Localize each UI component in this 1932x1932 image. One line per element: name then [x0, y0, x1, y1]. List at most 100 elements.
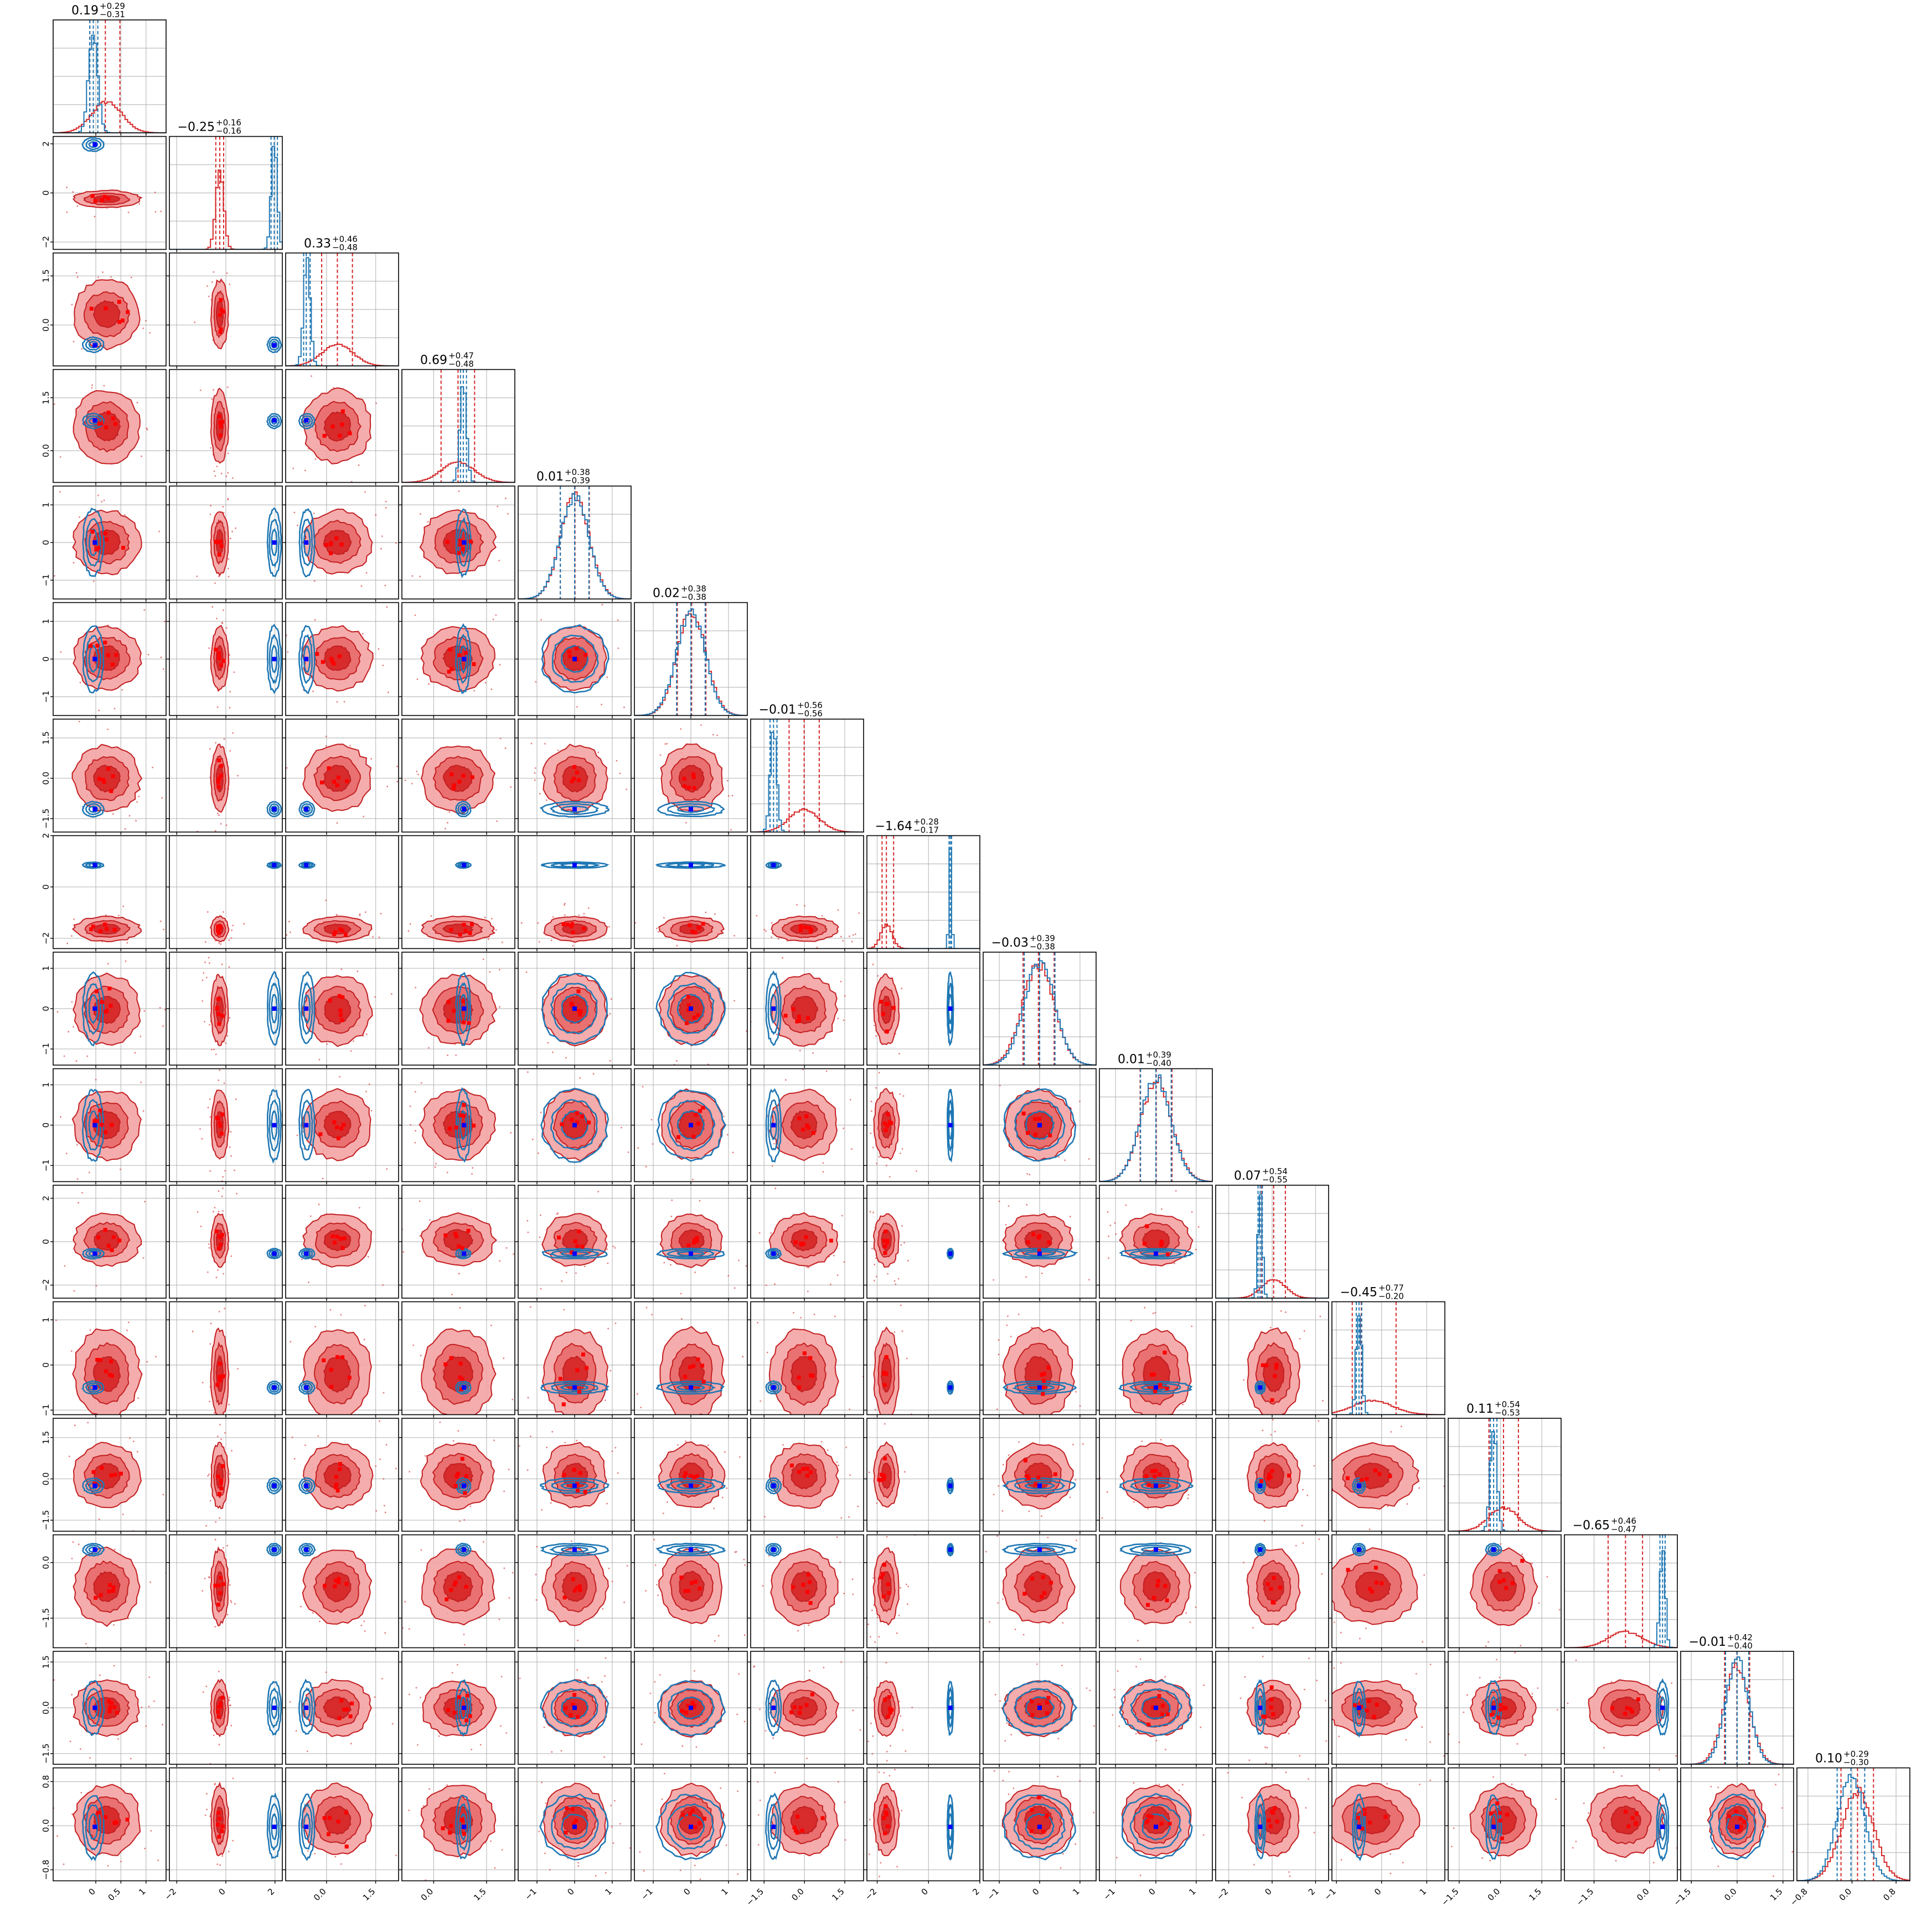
red-marker — [457, 653, 462, 657]
red-sample-point — [870, 1101, 872, 1103]
panel-content — [286, 835, 399, 949]
panel-content — [169, 486, 282, 599]
red-sample-point — [1075, 1391, 1077, 1393]
blue-contour — [266, 971, 282, 1046]
red-marker — [561, 922, 566, 926]
red-marker — [458, 1113, 463, 1118]
blue-contour — [769, 1110, 778, 1140]
red-sample-point — [499, 737, 502, 740]
red-marker — [339, 1127, 344, 1130]
red-sample-point — [72, 1541, 74, 1543]
blue-contour — [457, 1544, 469, 1554]
truth-marker — [572, 1547, 577, 1552]
red-sample-point — [614, 1247, 616, 1249]
panel-content — [518, 1068, 631, 1182]
red-sample-point — [756, 915, 758, 917]
panel-9-1 — [167, 1068, 283, 1211]
blue-contour — [1002, 1380, 1077, 1395]
panel-content — [286, 1185, 399, 1298]
red-sample-point — [125, 960, 127, 962]
red-sample-point — [382, 1284, 384, 1286]
panel-12-1 — [167, 1418, 283, 1534]
red-sample-point — [1139, 1532, 1140, 1534]
red-sample-point — [609, 1370, 612, 1372]
panel-content — [53, 1185, 166, 1298]
red-marker — [89, 644, 93, 648]
red-contour — [92, 299, 121, 328]
red-sample-point — [211, 591, 213, 592]
red-marker — [1261, 1363, 1265, 1367]
panel-9-3 — [399, 1068, 515, 1185]
panel-content — [286, 369, 399, 483]
red-sample-point — [227, 452, 229, 454]
red-sample-point — [231, 477, 234, 479]
red-sample-point — [1088, 1158, 1090, 1160]
red-marker — [575, 1482, 580, 1486]
red-marker — [793, 1240, 798, 1244]
blue-contour — [82, 1543, 105, 1557]
red-marker — [217, 415, 221, 419]
red-marker — [575, 1368, 580, 1372]
red-marker — [692, 786, 696, 791]
red-sample-point — [223, 738, 225, 740]
red-sample-point — [70, 1484, 71, 1485]
red-sample-point — [849, 1099, 851, 1101]
blue-contour — [656, 1089, 726, 1162]
red-sample-point — [230, 1602, 233, 1603]
red-sample-point — [143, 609, 146, 611]
truth-marker — [1037, 1385, 1042, 1390]
red-sample-point — [645, 1306, 648, 1309]
panel-content — [867, 1301, 980, 1415]
red-sample-point — [545, 799, 547, 801]
red-sample-point — [458, 1273, 460, 1275]
red-sample-point — [609, 1060, 611, 1062]
red-marker — [1142, 1242, 1146, 1246]
panel-2-2: 0.33 +0.46−0.48 — [285, 234, 399, 369]
panel-11-4 — [515, 1301, 632, 1418]
diagonal-title-median: −1.64 — [875, 820, 912, 834]
red-sample-point — [793, 950, 794, 952]
red-sample-point — [627, 1464, 628, 1466]
panel-frame — [53, 369, 167, 483]
red-sample-point — [808, 1624, 810, 1626]
panel-content — [169, 1418, 282, 1531]
blue-contour — [454, 800, 472, 818]
panel-content — [518, 719, 631, 832]
panel-content — [634, 1301, 747, 1415]
red-sample-point — [205, 1525, 207, 1527]
red-sample-point — [333, 387, 335, 389]
red-sample-point — [420, 1082, 422, 1084]
red-sample-point — [383, 1392, 385, 1394]
red-marker — [805, 1123, 809, 1128]
panel-content — [1099, 1535, 1212, 1648]
panel-content — [169, 1535, 282, 1648]
red-sample-point — [1191, 1325, 1193, 1327]
red-sample-point — [215, 1277, 218, 1279]
red-sample-point — [359, 1207, 360, 1209]
red-sample-point — [877, 1616, 879, 1619]
red-marker — [464, 1585, 468, 1589]
red-sample-point — [907, 1585, 909, 1588]
red-sample-point — [745, 1265, 747, 1267]
diagonal-title-median: −0.25 — [178, 121, 215, 135]
truth-marker — [1037, 1123, 1042, 1128]
truth-marker — [572, 657, 577, 662]
red-sample-point — [989, 1621, 990, 1623]
red-marker — [95, 643, 100, 648]
truth-marker — [304, 862, 309, 867]
red-sample-point — [222, 1210, 224, 1212]
red-sample-point — [386, 606, 388, 608]
red-marker — [445, 1597, 449, 1602]
red-sample-point — [145, 319, 147, 322]
red-marker — [348, 431, 352, 436]
red-contour — [1354, 1462, 1392, 1490]
red-sample-point — [215, 1210, 216, 1211]
red-contour — [790, 1229, 818, 1252]
blue-contour — [676, 1384, 706, 1391]
red-marker — [1163, 1584, 1168, 1588]
blue-contour — [298, 1380, 316, 1395]
red-sample-point — [650, 1119, 653, 1120]
red-sample-point — [428, 1047, 430, 1049]
red-sample-point — [213, 470, 215, 472]
red-sample-point — [849, 936, 850, 937]
